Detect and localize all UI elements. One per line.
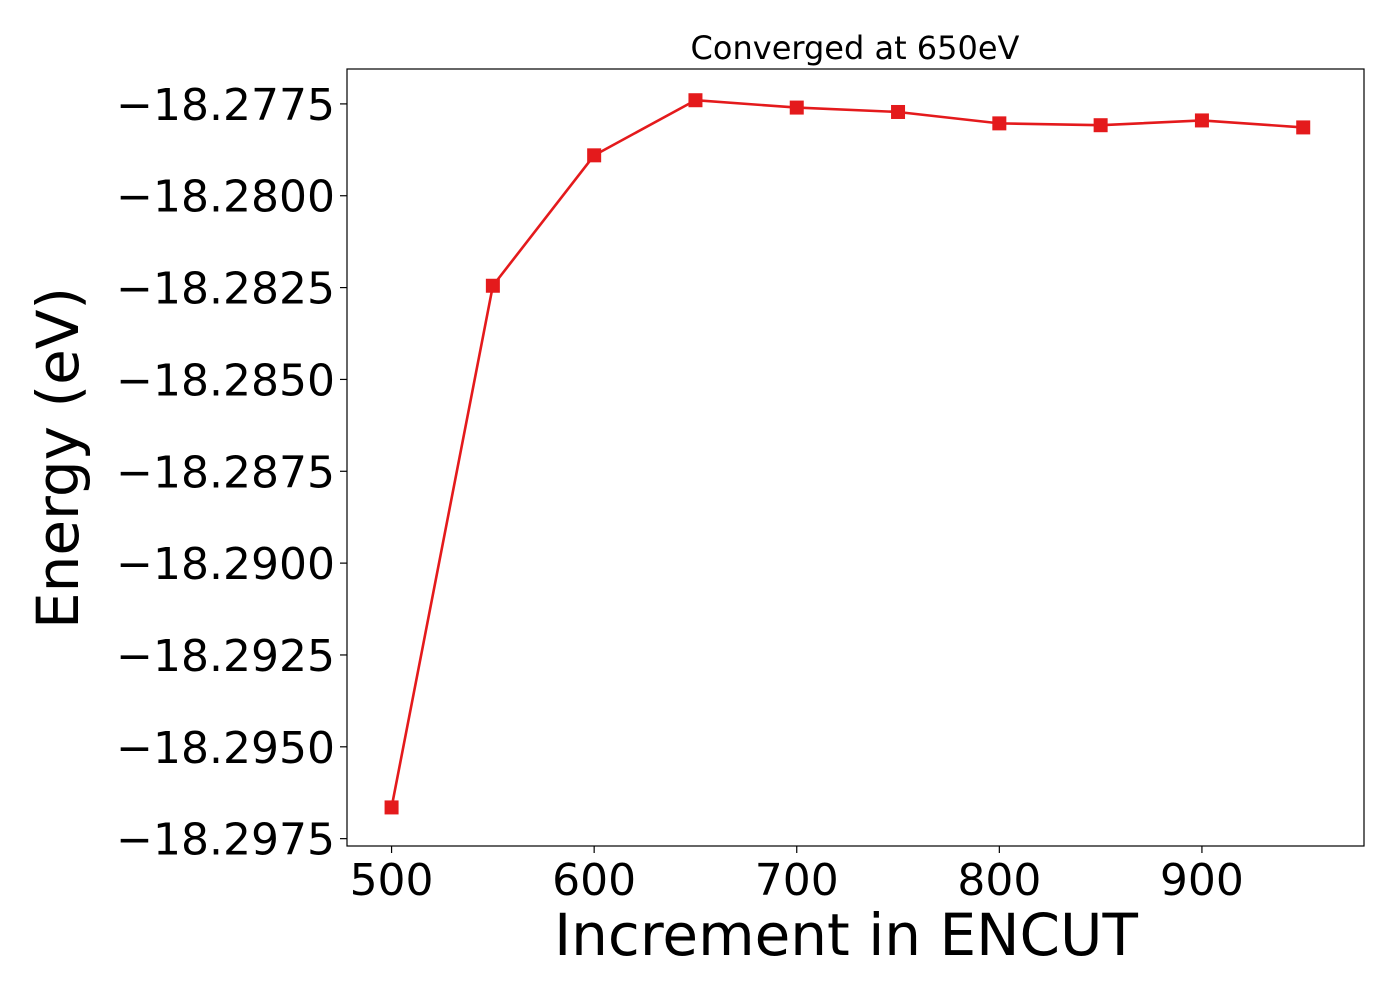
x-tick-label: 600 (552, 855, 636, 906)
data-point (1194, 113, 1209, 128)
data-point (789, 100, 804, 115)
y-tick-label: −18.2900 (116, 539, 335, 590)
data-point (992, 116, 1007, 131)
chart-title: Converged at 650eV (691, 29, 1020, 67)
plot-area: 500 600 700 800 900 −18.2975 −18.2950 −18.2925 −… (116, 68, 1365, 906)
x-axis-label: Increment in ENCUT (554, 901, 1138, 969)
axes-frame (346, 68, 1365, 847)
data-point (1296, 120, 1311, 135)
x-tick-label: 900 (1160, 855, 1244, 906)
y-tick-label: −18.2925 (116, 631, 335, 682)
y-tick-label: −18.2875 (116, 447, 335, 498)
data-point (688, 93, 703, 108)
y-tick-label: −18.2975 (116, 815, 335, 866)
x-tick-label: 500 (350, 855, 434, 906)
data-point (1093, 118, 1108, 133)
series-line (390, 98, 1304, 808)
y-tick-label: −18.2825 (116, 264, 335, 315)
data-point (384, 800, 399, 815)
y-tick-label: −18.2775 (116, 80, 335, 131)
data-point (891, 104, 906, 119)
data-point (587, 148, 602, 163)
y-tick-label: −18.2950 (116, 723, 335, 774)
x-tick-label: 800 (957, 855, 1041, 906)
x-tick-label: 700 (755, 855, 839, 906)
y-axis-label: Energy (eV) (24, 287, 92, 629)
y-tick-label: −18.2850 (116, 355, 335, 406)
y-tick-label: −18.2800 (116, 172, 335, 223)
data-point (485, 278, 500, 293)
